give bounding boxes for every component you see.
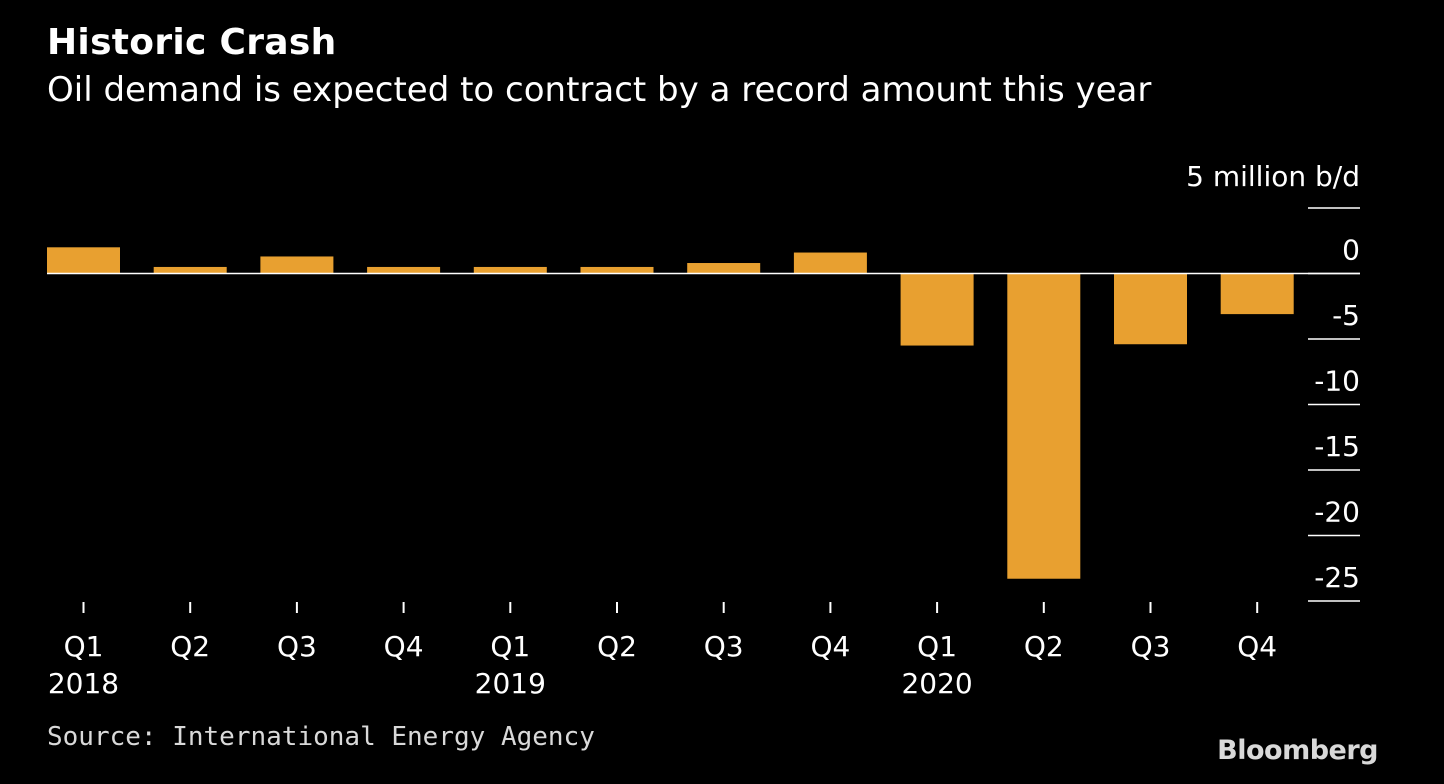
chart-title: Historic Crash (47, 22, 337, 63)
x-year-label: 2020 (901, 667, 972, 700)
x-tick-label: Q2 (1024, 630, 1064, 663)
x-tick-label: Q3 (704, 630, 744, 663)
x-tick-label: Q1 (917, 630, 957, 663)
y-axis: 5 million b/d 0 -5 -10 -15 -20 -25 (1186, 160, 1360, 602)
y-tick-label: -10 (1314, 365, 1360, 398)
x-tick-label: Q3 (1131, 630, 1171, 663)
bar (473, 266, 547, 274)
x-tick-label: Q3 (277, 630, 317, 663)
bar (1220, 273, 1294, 315)
y-tick-label: 0 (1342, 234, 1360, 267)
y-tick-label: -5 (1332, 299, 1360, 332)
x-year-label: 2018 (48, 667, 119, 700)
y-axis-unit-label: 5 million b/d (1186, 160, 1360, 193)
x-tick-label: Q2 (170, 630, 210, 663)
bar (580, 266, 654, 274)
y-tick-label: -20 (1314, 496, 1360, 529)
bloomberg-logo: Bloomberg (1217, 735, 1378, 766)
x-tick-label: Q4 (1237, 630, 1277, 663)
bar (793, 252, 867, 274)
bar (47, 247, 120, 274)
x-tick-label: Q1 (64, 630, 104, 663)
bar (367, 266, 441, 274)
bar (687, 263, 761, 274)
bar (900, 273, 974, 346)
x-tick-label: Q4 (384, 630, 424, 663)
x-year-label: 2019 (475, 667, 546, 700)
y-tick-label: -15 (1314, 430, 1360, 463)
bar (153, 266, 227, 274)
bar (1007, 273, 1081, 579)
x-tick-label: Q4 (810, 630, 850, 663)
y-tick-label: -25 (1314, 561, 1360, 594)
x-tick-label: Q2 (597, 630, 637, 663)
bar (1114, 273, 1187, 345)
bar (260, 256, 334, 274)
bars (47, 247, 1294, 579)
source-note: Source: International Energy Agency (47, 722, 595, 752)
x-tick-label: Q1 (490, 630, 530, 663)
chart-subtitle: Oil demand is expected to contract by a … (47, 70, 1152, 110)
x-axis: Q1 2018 Q2 Q3 Q4 Q1 2019 Q2 Q3 Q4 Q1 2020 Q2 Q3 Q4 (48, 602, 1277, 700)
